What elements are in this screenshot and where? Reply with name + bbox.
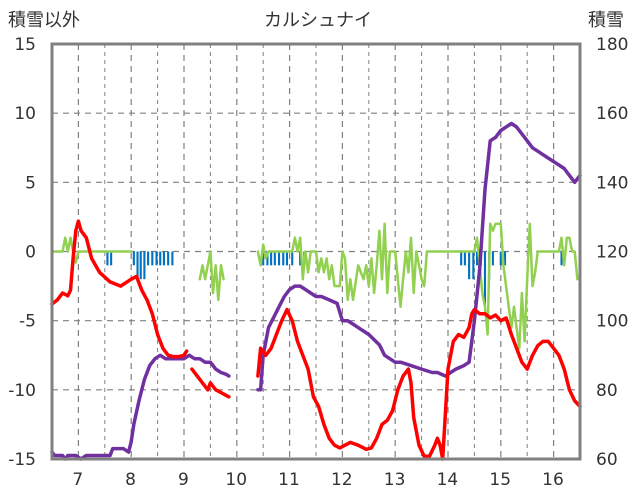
right-tick-label: 60	[596, 450, 618, 470]
x-tick-label: 7	[72, 470, 83, 490]
right-tick-label: 120	[596, 243, 628, 263]
precip-bar	[136, 251, 139, 280]
precip-bar	[143, 251, 146, 280]
x-tick-label: 10	[225, 470, 247, 490]
series-line	[50, 353, 231, 461]
precip-bar	[147, 251, 150, 266]
precip-bar	[132, 251, 135, 266]
right-tick-label: 80	[596, 381, 618, 401]
left-tick-label: 0	[25, 243, 36, 263]
left-tick-label: -5	[19, 312, 36, 332]
series-lines	[50, 121, 582, 461]
precip-bar	[499, 251, 502, 266]
x-tick-label: 15	[489, 470, 511, 490]
precip-bar	[475, 251, 479, 266]
precip-bar	[299, 251, 302, 266]
precip-bar	[167, 251, 170, 266]
right-tick-label: 180	[596, 35, 628, 55]
precip-bar	[155, 251, 158, 266]
precip-bar	[151, 251, 154, 266]
precip-bar	[262, 251, 265, 266]
series-line	[256, 307, 582, 461]
left-tick-label: -10	[8, 381, 36, 401]
x-tick-label: 9	[178, 470, 189, 490]
x-axis-ticks: 7 8 9 10 11 12 13 14 15 16	[72, 470, 563, 490]
precip-bar	[291, 251, 294, 266]
left-tick-label: 10	[14, 104, 36, 124]
precip-bar	[503, 251, 507, 266]
precip-bar	[270, 251, 273, 266]
chart-title: カルシュナイ	[264, 10, 372, 31]
left-tick-label: 15	[14, 35, 36, 55]
precip-bar	[463, 251, 466, 266]
x-tick-label: 11	[278, 470, 300, 490]
precip-bar	[560, 251, 563, 266]
precip-bar	[282, 251, 285, 266]
left-axis-ticks: 15 10 5 0 -5 -10 -15	[8, 35, 36, 470]
x-tick-label: 13	[384, 470, 406, 490]
series-line	[50, 219, 189, 359]
precip-bar	[483, 251, 487, 307]
precip-bar	[468, 251, 471, 280]
right-axis-ticks: 180 160 140 120 100 80 60	[596, 35, 628, 470]
right-tick-label: 140	[596, 173, 628, 193]
x-tick-label: 16	[542, 470, 564, 490]
series-line	[190, 367, 231, 399]
precip-bar	[460, 251, 463, 266]
plot-frame	[50, 42, 582, 461]
precip-bar	[472, 251, 475, 280]
series-line	[256, 222, 579, 350]
precip-bar	[273, 251, 276, 266]
precip-bar	[491, 251, 494, 266]
precip-bar	[106, 251, 109, 266]
right-axis-label: 積雪	[588, 10, 624, 31]
right-tick-label: 160	[596, 104, 628, 124]
precip-bar	[171, 251, 174, 266]
series-line	[50, 236, 133, 264]
x-tick-label: 14	[437, 470, 459, 490]
right-tick-label: 100	[596, 312, 628, 332]
precip-bar	[266, 251, 269, 266]
series-line	[198, 250, 225, 302]
x-tick-label: 8	[125, 470, 136, 490]
precip-bar	[139, 251, 142, 280]
precip-bar	[110, 251, 113, 266]
series-line	[256, 121, 582, 392]
left-tick-label: -15	[8, 450, 36, 470]
x-tick-label: 12	[331, 470, 353, 490]
precip-bar	[159, 251, 162, 266]
precip-bar	[162, 251, 165, 266]
left-axis-label: 積雪以外	[8, 10, 80, 31]
left-tick-label: 5	[25, 173, 36, 193]
precip-bar	[277, 251, 281, 266]
precip-bar	[285, 251, 289, 266]
